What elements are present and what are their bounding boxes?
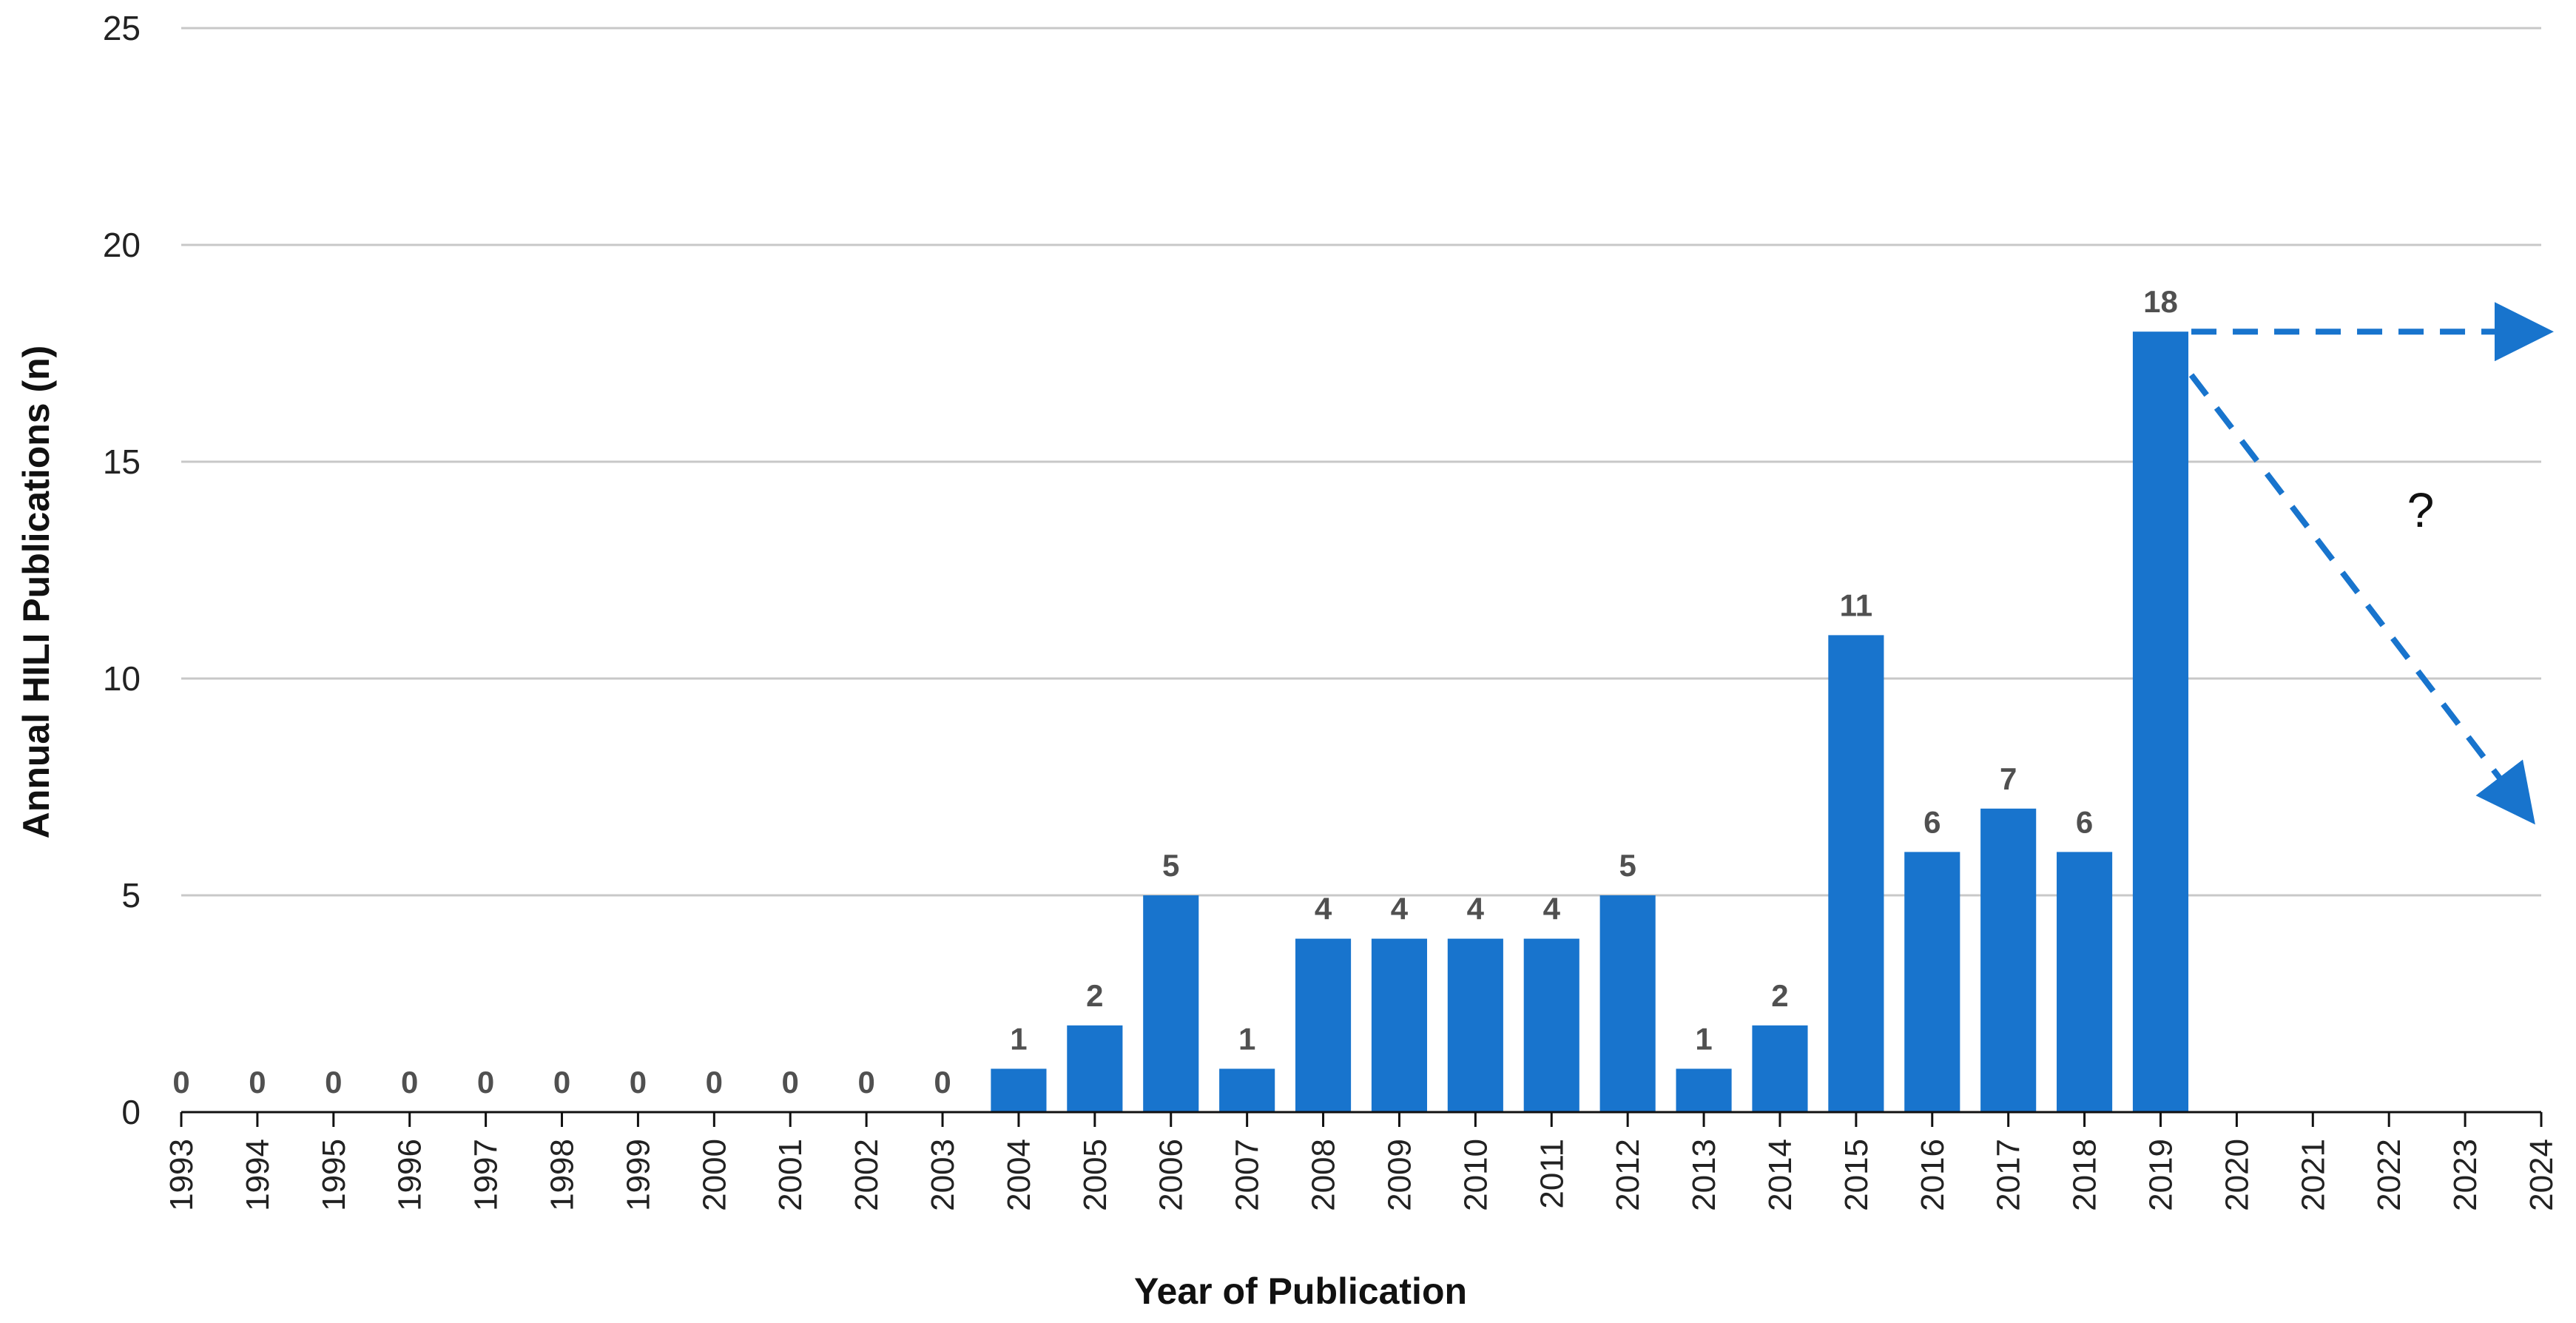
data-label-1997: 0	[477, 1065, 494, 1100]
bar-2007	[1219, 1068, 1275, 1112]
x-tick-label-2020: 2020	[2219, 1139, 2255, 1211]
bar-2014	[1752, 1025, 1808, 1112]
x-tick-label-2022: 2022	[2371, 1139, 2407, 1211]
x-tick-label-2017: 2017	[1991, 1139, 2027, 1211]
x-tick-label-2000: 2000	[696, 1139, 732, 1211]
x-tick-label-2003: 2003	[925, 1139, 961, 1211]
x-tick-label-1998: 1998	[544, 1139, 581, 1211]
bar-2004	[991, 1068, 1047, 1112]
data-label-2005: 2	[1086, 978, 1103, 1013]
bars	[991, 331, 2189, 1113]
data-label-1996: 0	[401, 1065, 418, 1100]
x-axis: 1993 1994 1995 1996 1997 1998 1999 2000 2001 2002…	[163, 1111, 2560, 1211]
bar-2015	[1828, 635, 1884, 1112]
data-label-2009: 4	[1391, 892, 1409, 926]
bar-2016	[1904, 852, 1960, 1112]
x-tick-label-2004: 2004	[1001, 1139, 1037, 1211]
data-label-2016: 6	[1923, 804, 1941, 839]
projection-annotation: ?	[2188, 302, 2554, 825]
x-tick-label-2006: 2006	[1153, 1139, 1190, 1211]
y-tick-label: 0	[121, 1093, 141, 1131]
x-tick-label-2010: 2010	[1457, 1139, 1494, 1211]
bar-2008	[1295, 938, 1352, 1112]
data-label-2017: 7	[2000, 761, 2017, 796]
y-axis-title: Annual HILI Publications (n)	[16, 346, 57, 839]
data-label-2011: 4	[1543, 892, 1561, 926]
data-label-1993: 0	[172, 1065, 189, 1100]
data-label-2002: 0	[857, 1065, 874, 1100]
data-label-2001: 0	[782, 1065, 799, 1100]
x-tick-label-2013: 2013	[1686, 1139, 1722, 1211]
data-label-1995: 0	[325, 1065, 342, 1100]
x-tick-label-2021: 2021	[2295, 1139, 2331, 1211]
y-tick-label: 25	[103, 9, 141, 47]
data-label-2018: 6	[2076, 804, 2093, 839]
x-tick-label-2015: 2015	[1838, 1139, 1875, 1211]
data-label-2015: 11	[1840, 588, 1872, 622]
x-tick-label-1999: 1999	[620, 1139, 656, 1211]
data-label-2019: 18	[2143, 284, 2178, 319]
x-axis-title: Year of Publication	[1134, 1270, 1467, 1312]
bar-2013	[1676, 1068, 1732, 1112]
data-label-1999: 0	[630, 1065, 647, 1100]
question-mark-annotation: ?	[2407, 482, 2435, 537]
bar-2006	[1143, 895, 1199, 1112]
x-tick-label-2019: 2019	[2142, 1139, 2179, 1211]
y-tick-label: 15	[103, 442, 141, 481]
x-tick-label-1995: 1995	[316, 1139, 352, 1211]
y-tick-label: 10	[103, 659, 141, 698]
x-tick-label-2014: 2014	[1762, 1139, 1798, 1211]
data-label-2013: 1	[1695, 1021, 1712, 1056]
data-label-2003: 0	[934, 1065, 951, 1100]
x-tick-label-1994: 1994	[240, 1139, 276, 1211]
data-labels: 0 0 0 0 0 0 0 0 0 0 0 1 2 5 1 4 4 4 4 5 1 2 11 6 7 6 18	[172, 284, 2178, 1100]
data-label-2010: 4	[1467, 892, 1485, 926]
x-tick-label-2007: 2007	[1230, 1139, 1266, 1211]
x-tick-label-2008: 2008	[1306, 1139, 1342, 1211]
bar-2012	[1599, 895, 1656, 1112]
x-tick-label-2001: 2001	[772, 1139, 809, 1211]
x-tick-label-1997: 1997	[468, 1139, 505, 1211]
y-axis-ticks: 0 5 10 15 20 25	[103, 9, 141, 1131]
x-tick-label-2024: 2024	[2523, 1139, 2560, 1211]
data-label-2007: 1	[1238, 1021, 1255, 1056]
x-tick-label-2023: 2023	[2447, 1139, 2484, 1211]
data-label-2006: 5	[1162, 848, 1179, 883]
bar-2018	[2057, 852, 2113, 1112]
bar-2005	[1067, 1025, 1123, 1112]
data-label-2012: 5	[1619, 848, 1636, 883]
x-tick-label-2011: 2011	[1534, 1139, 1570, 1209]
x-tick-label-2012: 2012	[1610, 1139, 1646, 1211]
data-label-2000: 0	[706, 1065, 723, 1100]
bar-2009	[1371, 938, 1428, 1112]
x-tick-label-1993: 1993	[163, 1139, 200, 1211]
bar-2019	[2132, 331, 2189, 1113]
data-label-2014: 2	[1771, 978, 1788, 1013]
x-tick-label-2005: 2005	[1077, 1139, 1113, 1211]
x-tick-label-2002: 2002	[849, 1139, 885, 1211]
data-label-1994: 0	[249, 1065, 266, 1100]
y-tick-label: 5	[121, 876, 141, 915]
bar-2011	[1523, 938, 1579, 1112]
projection-arrow-decline	[2188, 373, 2535, 825]
x-tick-label-2009: 2009	[1381, 1139, 1417, 1211]
bar-2017	[1980, 808, 2037, 1112]
bar-2010	[1447, 938, 1503, 1112]
x-tick-label-2016: 2016	[1915, 1139, 1951, 1211]
x-tick-label-1996: 1996	[392, 1139, 428, 1211]
data-label-2004: 1	[1010, 1021, 1027, 1056]
x-tick-label-2018: 2018	[2067, 1139, 2103, 1211]
y-tick-label: 20	[103, 226, 141, 264]
data-label-1998: 0	[553, 1065, 570, 1100]
data-label-2008: 4	[1315, 892, 1332, 926]
